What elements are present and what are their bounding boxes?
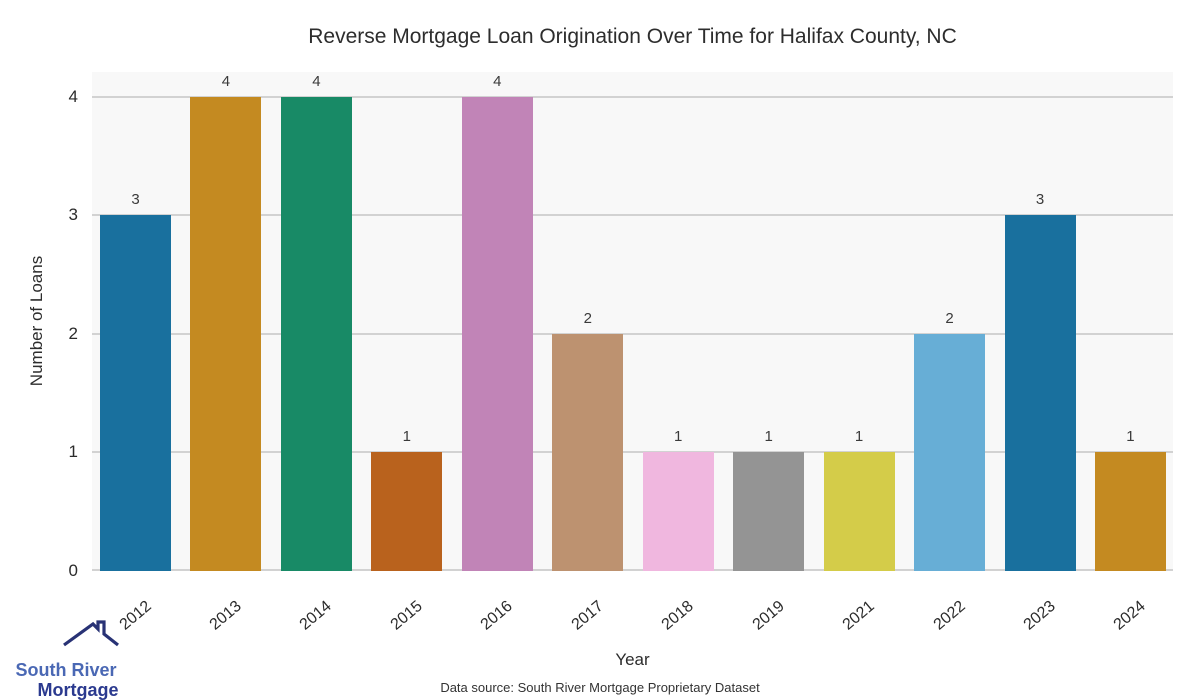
gridline-y2 xyxy=(92,332,1173,335)
x-tick-label-2017: 2017 xyxy=(568,597,607,634)
x-tick-label-2023: 2023 xyxy=(1020,597,1059,634)
logo-text-line2: Mortgage xyxy=(37,680,119,700)
data-source-note: Data source: South River Mortgage Propri… xyxy=(440,680,760,695)
gridline-y3 xyxy=(92,214,1173,217)
bar-2019 xyxy=(733,452,805,571)
bar-2012 xyxy=(100,215,171,571)
x-tick-label-2024: 2024 xyxy=(1111,597,1150,634)
bar-value-label-2024: 1 xyxy=(1126,428,1135,446)
south-river-mortgage-logo: South River Mortgage xyxy=(8,617,128,700)
x-tick-label-2015: 2015 xyxy=(387,597,426,634)
bar-value-label-2018: 1 xyxy=(674,428,683,446)
gridline-y1 xyxy=(92,451,1173,454)
x-tick-label-2013: 2013 xyxy=(206,597,245,634)
bar-value-label-2023: 3 xyxy=(1035,191,1045,209)
gridline-y0 xyxy=(92,569,1173,571)
bar-value-label-2017: 2 xyxy=(583,309,592,327)
chart-title: Reverse Mortgage Loan Origination Over T… xyxy=(308,25,957,48)
x-tick-label-2012: 2012 xyxy=(116,597,155,634)
bar-2016 xyxy=(461,96,533,571)
bar-2017 xyxy=(552,333,624,571)
plot-area: 3 4 4 1 4 2 1 1 1 2 3 1 xyxy=(92,72,1173,571)
bar-2023 xyxy=(1004,215,1076,571)
bar-value-label-2014: 4 xyxy=(312,72,321,90)
bar-2021 xyxy=(823,452,895,571)
x-tick-label-2022: 2022 xyxy=(930,597,969,634)
y-tick-label-4: 4 xyxy=(68,86,78,106)
gridline-y4 xyxy=(92,95,1173,98)
y-tick-label-3: 3 xyxy=(68,205,78,225)
y-tick-label-1: 1 xyxy=(68,442,78,462)
bar-value-label-2013: 4 xyxy=(221,72,231,90)
bar-value-label-2015: 1 xyxy=(402,428,412,446)
x-tick-label-2014: 2014 xyxy=(296,597,336,634)
bar-2022 xyxy=(914,333,986,571)
house-roof-icon xyxy=(63,620,119,647)
x-axis-title: Year xyxy=(615,650,650,669)
bar-2013 xyxy=(190,96,262,571)
logo-text-line1: South River xyxy=(15,660,117,680)
y-axis-title: Number of Loans xyxy=(27,255,46,387)
bar-value-label-2016: 4 xyxy=(493,72,502,90)
bar-2024 xyxy=(1094,452,1166,571)
x-tick-label-2021: 2021 xyxy=(839,597,878,634)
x-tick-label-2018: 2018 xyxy=(658,597,697,634)
bar-value-label-2022: 2 xyxy=(945,309,954,327)
bar-value-label-2012: 3 xyxy=(131,191,140,209)
bar-2018 xyxy=(642,452,714,571)
bar-value-label-2019: 1 xyxy=(764,428,773,446)
bar-value-label-2021: 1 xyxy=(854,428,864,446)
bar-2014 xyxy=(280,96,352,571)
x-tick-label-2019: 2019 xyxy=(749,597,788,634)
y-tick-label-2: 2 xyxy=(68,323,78,343)
x-tick-label-2016: 2016 xyxy=(477,597,517,634)
y-tick-label-0: 0 xyxy=(68,561,78,580)
bar-2015 xyxy=(371,452,443,571)
